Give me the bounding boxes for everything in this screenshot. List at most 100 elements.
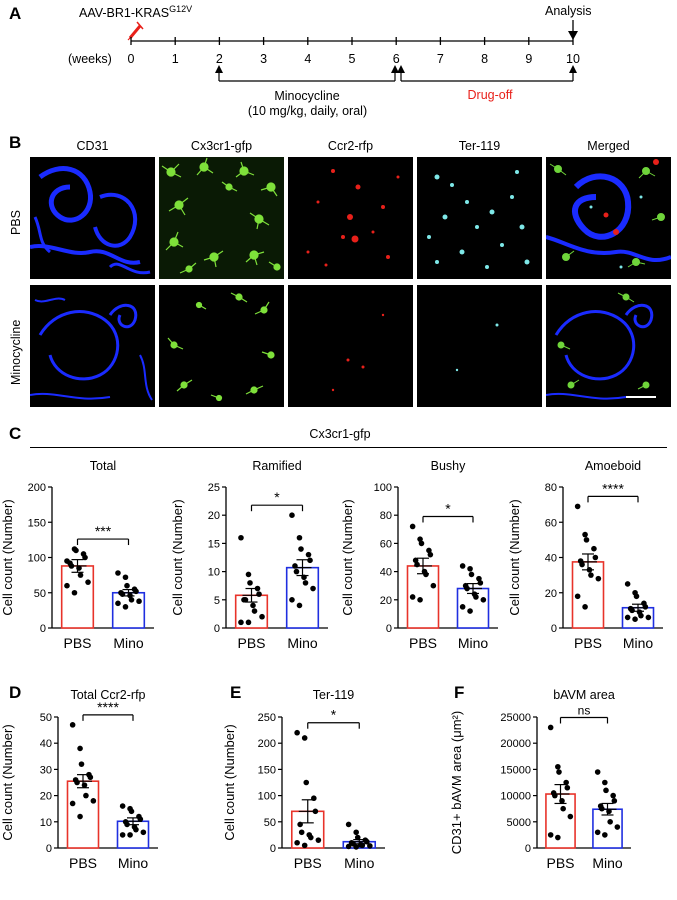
data-point [124, 582, 130, 589]
data-point [430, 582, 437, 589]
data-point [633, 593, 640, 600]
y-tick-label: 0 [214, 623, 220, 635]
timeline-tick-label: 8 [481, 52, 488, 66]
data-point [624, 614, 631, 621]
chart-bushy: Bushy 0 20 40 60 80 100 Cell count (Number) PBS M… [340, 459, 498, 651]
micrograph-pbs-ter119 [417, 157, 542, 279]
data-point [611, 798, 618, 804]
data-point [115, 600, 121, 607]
data-point [592, 554, 599, 561]
data-point [303, 779, 310, 786]
data-point [480, 597, 487, 603]
data-point [289, 597, 295, 603]
y-tick-label: 100 [28, 553, 46, 565]
data-point [574, 503, 581, 510]
timeline-tick-label: 4 [304, 52, 311, 66]
y-tick-label: 5 [214, 595, 220, 607]
data-point [418, 540, 425, 547]
y-tick-label: 200 [28, 482, 46, 494]
column-label-merged: Merged [587, 139, 630, 153]
y-tick-label: 150 [258, 764, 276, 776]
category-label: PBS [294, 855, 322, 871]
data-point [294, 839, 300, 846]
column-label-cx3cr1: Cx3cr1-gfp [190, 139, 253, 153]
chart-title: bAVM area [553, 688, 615, 702]
y-tick-label: 50 [40, 712, 52, 724]
data-point [603, 787, 609, 794]
chart-title: Total [90, 459, 116, 473]
y-tick-label: 10 [208, 567, 220, 579]
data-point [90, 798, 97, 804]
y-tick-label: 250 [258, 712, 276, 724]
data-point [564, 784, 571, 791]
data-point [305, 551, 312, 558]
data-point [315, 837, 322, 843]
panel-label-f: F [454, 683, 465, 702]
category-label: PBS [69, 855, 97, 871]
injection-mutation: G12V [169, 4, 193, 14]
data-point [567, 813, 574, 820]
data-point [302, 580, 309, 586]
y-axis-label: Cell count (Number) [0, 724, 15, 840]
y-tick-label: 80 [380, 510, 392, 522]
data-point [353, 829, 359, 836]
data-point [586, 567, 593, 573]
data-point [137, 816, 144, 822]
data-point [308, 834, 314, 841]
treatment-label-line2: (10 mg/kg, daily, oral) [247, 104, 368, 118]
data-point [69, 722, 76, 728]
category-label: PBS [546, 855, 574, 871]
data-point [301, 574, 307, 581]
timeline-tick-label: 5 [349, 52, 356, 66]
row-label-minocycline: Minocycline [9, 319, 23, 385]
data-point [254, 585, 261, 592]
data-point [247, 580, 253, 586]
y-tick-label: 0 [270, 843, 276, 855]
y-tick-label: 150 [28, 517, 46, 529]
data-point [574, 593, 581, 600]
chart-title: Total Ccr2-rfp [70, 688, 145, 702]
data-point [610, 792, 616, 799]
data-point [579, 561, 585, 568]
panel-label-c: C [9, 424, 22, 443]
data-point [459, 563, 466, 569]
data-point [645, 614, 652, 621]
data-point [354, 834, 361, 841]
data-point [297, 821, 303, 828]
micrograph-pbs-merged [546, 157, 671, 279]
data-point [563, 779, 569, 786]
y-tick-label: 100 [258, 791, 276, 803]
data-point [128, 597, 135, 603]
y-tick-label: 25000 [500, 712, 531, 724]
analysis-arrow-icon [568, 20, 578, 40]
y-tick-label: 0 [525, 843, 531, 855]
y-axis-label: CD31+ bAVM area (μm²) [449, 711, 464, 854]
timeline-tick-label: 6 [393, 52, 400, 66]
y-tick-label: 0 [40, 623, 46, 635]
data-point [133, 588, 139, 595]
y-tick-label: 60 [545, 517, 557, 529]
data-point [128, 808, 135, 815]
data-point [292, 563, 298, 569]
data-point [602, 832, 608, 838]
data-point [632, 616, 638, 622]
data-point [307, 557, 313, 564]
bar-pbs [66, 780, 100, 849]
data-point [409, 594, 416, 600]
data-point [467, 608, 473, 614]
data-point [83, 792, 89, 799]
micrograph-pbs-cd31 [30, 157, 155, 279]
category-label: Mino [344, 855, 375, 871]
panel-label-e: E [230, 683, 242, 702]
data-point [119, 803, 126, 809]
data-point [642, 604, 649, 610]
y-tick-label: 60 [380, 538, 392, 550]
data-point [473, 594, 479, 600]
y-tick-label: 0 [551, 623, 557, 635]
chart-title: Bushy [431, 459, 466, 473]
timeline-tick-label: 9 [525, 52, 532, 66]
data-point [364, 838, 370, 845]
data-point [245, 571, 252, 578]
data-point [298, 546, 304, 552]
data-point [464, 585, 470, 592]
